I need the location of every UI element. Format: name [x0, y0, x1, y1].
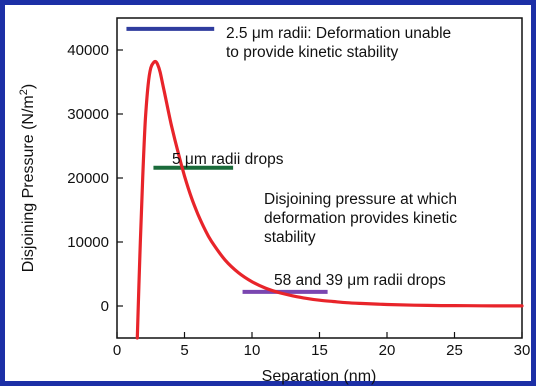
disjoining-pressure-curve — [135, 59, 524, 340]
y-tick-label: 10000 — [67, 234, 109, 251]
x-tick-label: 30 — [514, 342, 531, 359]
annotation-2-5um-line1: 2.5 μm radii: Deformation unable — [226, 25, 451, 42]
annotation-kinetic-line2: deformation provides kinetic — [264, 210, 457, 227]
y-tick-label: 20000 — [67, 170, 109, 187]
x-axis-ticks: 0 5 10 15 20 25 30 — [113, 332, 531, 359]
x-axis-label: Separation (nm) — [262, 368, 377, 385]
y-tick-label: 30000 — [67, 106, 109, 123]
y-axis-label: Disjoining Pressure (N/m2) — [18, 84, 37, 272]
y-tick-label: 40000 — [67, 42, 109, 59]
annotation-5um: 5 μm radii drops — [172, 151, 284, 168]
annotation-58-39um: 58 and 39 μm radii drops — [274, 272, 446, 289]
annotation-kinetic-line3: stability — [264, 229, 316, 246]
annotation-2-5um-line2: to provide kinetic stability — [226, 44, 399, 61]
y-tick-label: 0 — [101, 298, 109, 315]
y-axis-ticks: 0 10000 20000 30000 40000 — [67, 42, 123, 315]
x-tick-label: 15 — [311, 342, 328, 359]
annotation-kinetic-line1: Disjoining pressure at which — [264, 191, 457, 208]
x-tick-label: 5 — [180, 342, 188, 359]
x-tick-label: 10 — [244, 342, 261, 359]
x-tick-label: 0 — [113, 342, 121, 359]
x-tick-label: 20 — [379, 342, 396, 359]
x-tick-label: 25 — [446, 342, 463, 359]
